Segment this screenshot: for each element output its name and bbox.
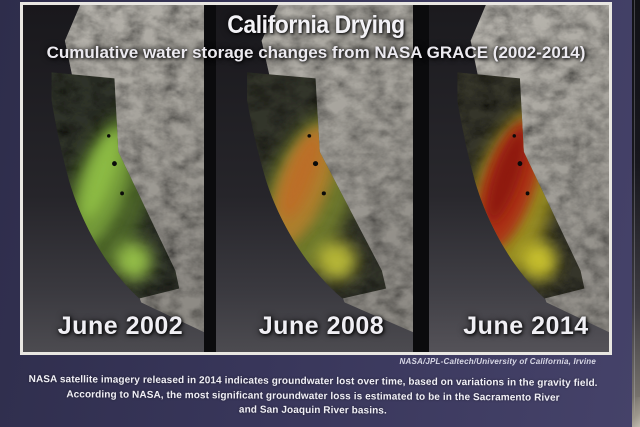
panel-june-2002: June 2002	[23, 5, 204, 352]
image-frame: June 2002	[20, 2, 612, 355]
panel-june-2014: June 2014	[429, 5, 609, 352]
panel-june-2008: June 2008	[216, 5, 413, 352]
caption: NASA satellite imagery released in 2014 …	[0, 373, 626, 421]
date-label-2002: June 2002	[57, 312, 184, 340]
background-behind-poster	[630, 0, 640, 427]
poster-subtitle: Cumulative water storage changes from NA…	[46, 43, 586, 62]
date-label-2014: June 2014	[463, 312, 589, 340]
credit-line: NASA/JPL-Caltech/University of Californi…	[399, 357, 596, 366]
california-map-2008	[216, 5, 413, 352]
date-label-2008: June 2008	[258, 312, 385, 340]
california-map-2014	[429, 5, 609, 352]
panel-separator	[204, 5, 216, 352]
panel-separator	[413, 5, 429, 352]
california-map-2002	[23, 5, 204, 352]
poster-title: California Drying	[227, 11, 405, 39]
map-panels: June 2002	[23, 5, 609, 352]
